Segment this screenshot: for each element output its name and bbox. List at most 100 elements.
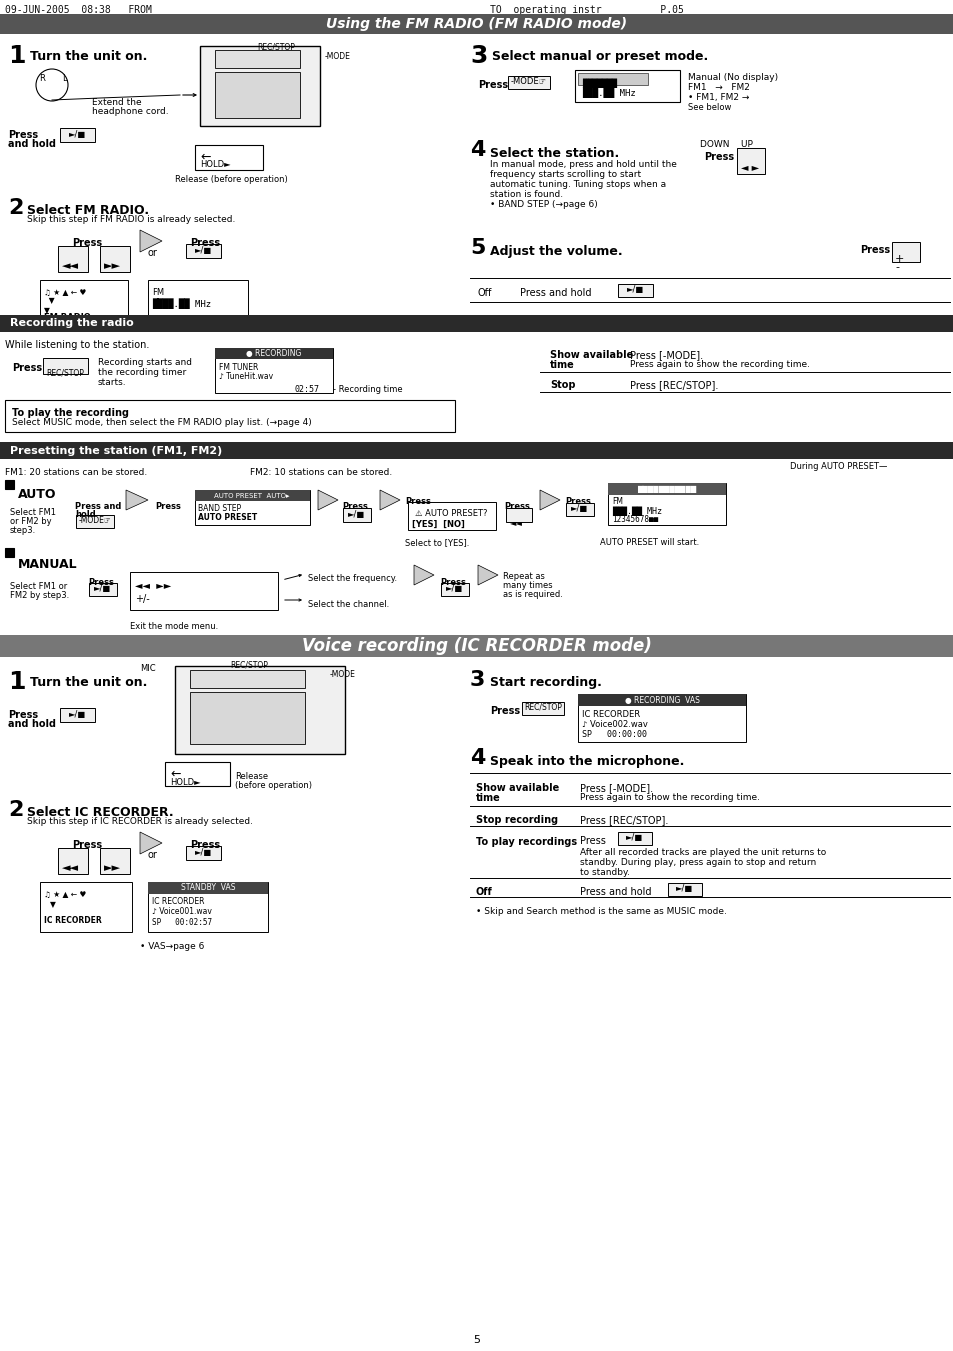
- Text: Press again to show the recording time.: Press again to show the recording time.: [629, 359, 809, 369]
- Bar: [194, 145, 263, 170]
- Text: Start recording.: Start recording.: [490, 676, 601, 689]
- Polygon shape: [140, 832, 162, 854]
- Text: -MODE☞: -MODE☞: [511, 77, 546, 86]
- Text: Select the channel.: Select the channel.: [308, 600, 389, 609]
- Text: Press [REC/STOP].: Press [REC/STOP].: [579, 815, 668, 825]
- Text: ►/■: ►/■: [69, 709, 86, 719]
- Text: hold: hold: [75, 509, 95, 519]
- Text: 4: 4: [470, 748, 485, 767]
- Text: FM RADIO: FM RADIO: [44, 313, 91, 322]
- Bar: [667, 884, 701, 896]
- Text: ◄◄  ►►: ◄◄ ►►: [135, 581, 172, 590]
- Text: AUTO: AUTO: [18, 488, 56, 501]
- Text: During AUTO PRESET—: During AUTO PRESET—: [789, 462, 886, 471]
- Bar: [0, 635, 953, 657]
- Text: Press and hold: Press and hold: [519, 288, 591, 299]
- Text: While listening to the station.: While listening to the station.: [5, 340, 150, 350]
- Text: FM1   →   FM2: FM1 → FM2: [687, 82, 749, 92]
- Text: ▼: ▼: [44, 296, 54, 305]
- Text: Press: Press: [8, 130, 38, 141]
- Bar: [5, 480, 14, 489]
- Text: Press [-MODE].: Press [-MODE].: [579, 784, 653, 793]
- Text: Extend the: Extend the: [91, 99, 141, 107]
- Text: Select the station.: Select the station.: [490, 147, 618, 159]
- Text: ● RECORDING: ● RECORDING: [246, 349, 301, 358]
- Text: ►/■: ►/■: [94, 584, 112, 593]
- Text: +/-: +/-: [135, 594, 150, 604]
- Text: ████.██ MHz: ████.██ MHz: [152, 299, 211, 308]
- Text: Select FM1: Select FM1: [10, 508, 56, 517]
- Text: station is found.: station is found.: [490, 190, 562, 199]
- Text: Press: Press: [190, 238, 220, 249]
- Bar: [60, 128, 95, 142]
- Text: 12345678■■: 12345678■■: [612, 515, 658, 524]
- Text: starts.: starts.: [98, 378, 127, 386]
- Text: Adjust the volume.: Adjust the volume.: [490, 245, 622, 258]
- Bar: [186, 245, 221, 258]
- Text: [YES]  [NO]: [YES] [NO]: [412, 520, 464, 530]
- Text: 2: 2: [8, 800, 24, 820]
- Bar: [148, 280, 248, 317]
- Bar: [607, 484, 725, 494]
- Text: 1: 1: [8, 670, 26, 694]
- Bar: [737, 149, 764, 174]
- Text: as is required.: as is required.: [502, 590, 562, 598]
- Text: Using the FM RADIO (FM RADIO mode): Using the FM RADIO (FM RADIO mode): [326, 18, 627, 31]
- Text: Voice recording (IC RECORDER mode): Voice recording (IC RECORDER mode): [302, 638, 651, 655]
- Bar: [190, 670, 305, 688]
- Text: ►/■: ►/■: [446, 584, 463, 593]
- Bar: [0, 315, 953, 332]
- Text: or: or: [148, 249, 157, 258]
- Bar: [5, 400, 455, 432]
- Text: BAND STEP: BAND STEP: [198, 504, 241, 513]
- Text: to standby.: to standby.: [579, 867, 629, 877]
- Polygon shape: [539, 490, 559, 509]
- Text: SP   00:00:00: SP 00:00:00: [581, 730, 646, 739]
- Text: ● RECORDING  VAS: ● RECORDING VAS: [624, 696, 699, 704]
- Text: -MODE: -MODE: [325, 51, 351, 61]
- Bar: [507, 76, 550, 89]
- Text: Off: Off: [477, 288, 492, 299]
- Text: 09-JUN-2005  08:38   FROM: 09-JUN-2005 08:38 FROM: [5, 5, 152, 15]
- Text: ►/■: ►/■: [626, 834, 643, 842]
- Text: Skip this step if IC RECORDER is already selected.: Skip this step if IC RECORDER is already…: [27, 817, 253, 825]
- Text: Show available: Show available: [476, 784, 558, 793]
- Text: Press: Press: [439, 578, 465, 586]
- Text: ███.██ MHz: ███.██ MHz: [612, 507, 661, 516]
- Text: 3: 3: [470, 45, 487, 68]
- Text: L: L: [62, 74, 67, 82]
- Text: Stop: Stop: [550, 380, 575, 390]
- Text: Press: Press: [405, 497, 431, 507]
- Text: STANDBY  VAS: STANDBY VAS: [180, 884, 235, 893]
- Polygon shape: [140, 230, 162, 253]
- Text: Press: Press: [341, 503, 368, 511]
- Bar: [618, 832, 651, 844]
- Text: ◄◄: ◄◄: [62, 261, 79, 272]
- Bar: [607, 484, 725, 526]
- Text: Speak into the microphone.: Speak into the microphone.: [490, 755, 683, 767]
- Text: ⚠ AUTO PRESET?: ⚠ AUTO PRESET?: [415, 509, 487, 517]
- Text: ←: ←: [170, 767, 180, 781]
- Text: • BAND STEP (→page 6): • BAND STEP (→page 6): [490, 200, 598, 209]
- Text: Press: Press: [190, 840, 220, 850]
- Text: R: R: [39, 74, 45, 82]
- Text: Press: Press: [154, 503, 181, 511]
- Text: FM2 by step3.: FM2 by step3.: [10, 590, 70, 600]
- Text: Press: Press: [859, 245, 889, 255]
- Text: or FM2 by: or FM2 by: [10, 517, 51, 526]
- Text: 1: 1: [8, 45, 26, 68]
- Text: Press [-MODE].: Press [-MODE].: [629, 350, 702, 359]
- Text: or: or: [148, 850, 157, 861]
- Text: Show available: Show available: [550, 350, 633, 359]
- Text: Press again to show the recording time.: Press again to show the recording time.: [579, 793, 760, 802]
- Text: IC RECORDER: IC RECORDER: [581, 711, 639, 719]
- Text: ♪ Voice001.wav: ♪ Voice001.wav: [152, 907, 212, 916]
- Text: To play recordings: To play recordings: [476, 838, 577, 847]
- Bar: [174, 666, 345, 754]
- Bar: [521, 703, 563, 715]
- Text: MANUAL: MANUAL: [18, 558, 77, 571]
- Bar: [578, 694, 745, 742]
- Text: ♪ Voice002.wav: ♪ Voice002.wav: [581, 720, 647, 730]
- Bar: [194, 490, 310, 501]
- Polygon shape: [414, 565, 434, 585]
